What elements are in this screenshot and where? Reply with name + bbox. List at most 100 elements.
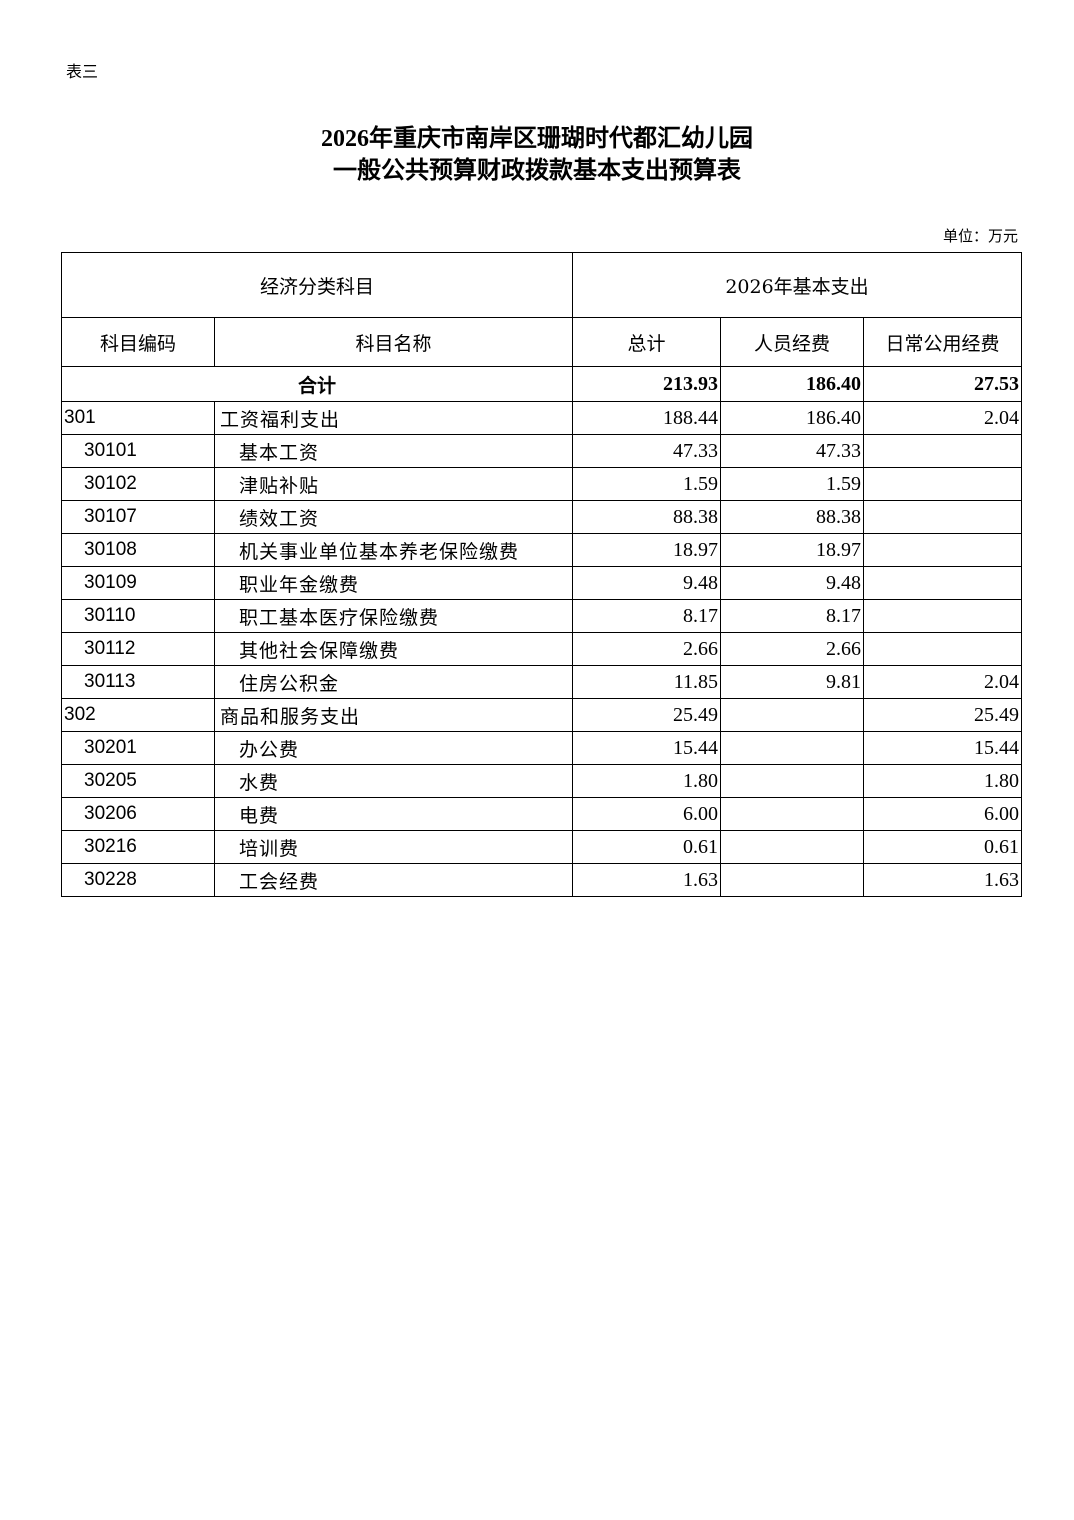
- row-code: 30205: [61, 764, 215, 798]
- row-total: 18.97: [572, 533, 722, 567]
- row-personnel: [720, 830, 865, 864]
- row-code: 302: [61, 698, 215, 732]
- row-code: 30216: [61, 830, 215, 864]
- row-personnel: [720, 698, 865, 732]
- col-code: 科目编码: [61, 317, 215, 367]
- table-row: 30110 职工基本医疗保险缴费 8.17 8.17: [61, 599, 1023, 633]
- row-public: [863, 500, 1023, 534]
- row-public: [863, 467, 1023, 501]
- row-personnel: 1.59: [720, 467, 865, 501]
- table-row: 30108 机关事业单位基本养老保险缴费 18.97 18.97: [61, 533, 1023, 567]
- row-code: 30107: [61, 500, 215, 534]
- title-line-2: 一般公共预算财政拨款基本支出预算表: [333, 158, 741, 184]
- row-personnel: 9.48: [720, 566, 865, 600]
- row-personnel: 9.81: [720, 665, 865, 699]
- table-tag: 表三: [66, 62, 99, 81]
- col-total: 总计: [572, 317, 722, 367]
- row-code: 30206: [61, 797, 215, 831]
- table-row: 30112 其他社会保障缴费 2.66 2.66: [61, 632, 1023, 666]
- row-total: 47.33: [572, 434, 722, 468]
- table-row: 30216 培训费 0.61 0.61: [61, 830, 1023, 864]
- row-total: 11.85: [572, 665, 722, 699]
- row-public: [863, 566, 1023, 600]
- row-total: 9.48: [572, 566, 722, 600]
- col-public: 日常公用经费: [863, 317, 1023, 367]
- row-total: 188.44: [572, 401, 722, 435]
- row-personnel: [720, 863, 865, 897]
- total-personnel: 186.40: [720, 366, 865, 402]
- table-row: 30101 基本工资 47.33 47.33: [61, 434, 1023, 468]
- row-total: 88.38: [572, 500, 722, 534]
- table-row: 301 工资福利支出 188.44 186.40 2.04: [61, 401, 1023, 435]
- table-row: 30107 绩效工资 88.38 88.38: [61, 500, 1023, 534]
- row-personnel: 2.66: [720, 632, 865, 666]
- row-public: [863, 533, 1023, 567]
- row-personnel: 18.97: [720, 533, 865, 567]
- row-public: [863, 599, 1023, 633]
- row-public: 0.61: [863, 830, 1023, 864]
- row-code: 30112: [61, 632, 215, 666]
- row-name: 职工基本医疗保险缴费: [213, 599, 574, 633]
- row-public: 25.49: [863, 698, 1023, 732]
- row-name: 职业年金缴费: [213, 566, 574, 600]
- table-row: 30228 工会经费 1.63 1.63: [61, 863, 1023, 897]
- row-name: 住房公积金: [213, 665, 574, 699]
- table-row: 30201 办公费 15.44 15.44: [61, 731, 1023, 765]
- row-name: 工会经费: [213, 863, 574, 897]
- row-name: 电费: [213, 797, 574, 831]
- row-code: 30101: [61, 434, 215, 468]
- row-total: 8.17: [572, 599, 722, 633]
- row-name: 商品和服务支出: [213, 698, 574, 732]
- total-total: 213.93: [572, 366, 722, 402]
- total-public: 27.53: [863, 366, 1023, 402]
- col-personnel: 人员经费: [720, 317, 865, 367]
- row-code: 30110: [61, 599, 215, 633]
- row-name: 工资福利支出: [213, 401, 574, 435]
- title-line-1: 2026年重庆市南岸区珊瑚时代都汇幼儿园: [321, 126, 753, 152]
- table-row: 302 商品和服务支出 25.49 25.49: [61, 698, 1023, 732]
- row-code: 30108: [61, 533, 215, 567]
- table-row: 30109 职业年金缴费 9.48 9.48: [61, 566, 1023, 600]
- row-personnel: 47.33: [720, 434, 865, 468]
- row-total: 25.49: [572, 698, 722, 732]
- row-personnel: 8.17: [720, 599, 865, 633]
- row-total: 1.80: [572, 764, 722, 798]
- row-name: 培训费: [213, 830, 574, 864]
- row-code: 30113: [61, 665, 215, 699]
- row-public: 6.00: [863, 797, 1023, 831]
- total-label: 合计: [60, 366, 574, 402]
- row-total: 6.00: [572, 797, 722, 831]
- row-personnel: 186.40: [720, 401, 865, 435]
- row-personnel: [720, 797, 865, 831]
- row-public: 2.04: [863, 665, 1023, 699]
- row-code: 301: [61, 401, 215, 435]
- row-name: 绩效工资: [213, 500, 574, 534]
- row-personnel: 88.38: [720, 500, 865, 534]
- row-name: 津贴补贴: [213, 467, 574, 501]
- table-row: 30206 电费 6.00 6.00: [61, 797, 1023, 831]
- table-row: 30113 住房公积金 11.85 9.81 2.04: [61, 665, 1023, 699]
- row-code: 30228: [61, 863, 215, 897]
- row-public: 15.44: [863, 731, 1023, 765]
- header-econ-class: 经济分类科目: [60, 252, 574, 318]
- row-public: 1.80: [863, 764, 1023, 798]
- row-name: 基本工资: [213, 434, 574, 468]
- row-personnel: [720, 731, 865, 765]
- row-personnel: [720, 764, 865, 798]
- row-name: 水费: [213, 764, 574, 798]
- row-name: 机关事业单位基本养老保险缴费: [213, 533, 574, 567]
- total-row: 合计 213.93 186.40 27.53: [60, 366, 1023, 402]
- row-public: 1.63: [863, 863, 1023, 897]
- budget-table: 经济分类科目 2026年基本支出 科目编码 科目名称 总计 人员经费 日常公用经…: [60, 252, 1023, 897]
- row-total: 1.63: [572, 863, 722, 897]
- row-total: 1.59: [572, 467, 722, 501]
- row-code: 30109: [61, 566, 215, 600]
- row-public: [863, 632, 1023, 666]
- row-name: 其他社会保障缴费: [213, 632, 574, 666]
- row-public: 2.04: [863, 401, 1023, 435]
- table-row: 30205 水费 1.80 1.80: [61, 764, 1023, 798]
- header-row: 科目编码 科目名称 总计 人员经费 日常公用经费: [61, 317, 1023, 367]
- header-basic-expense: 2026年基本支出: [572, 252, 1023, 318]
- row-total: 0.61: [572, 830, 722, 864]
